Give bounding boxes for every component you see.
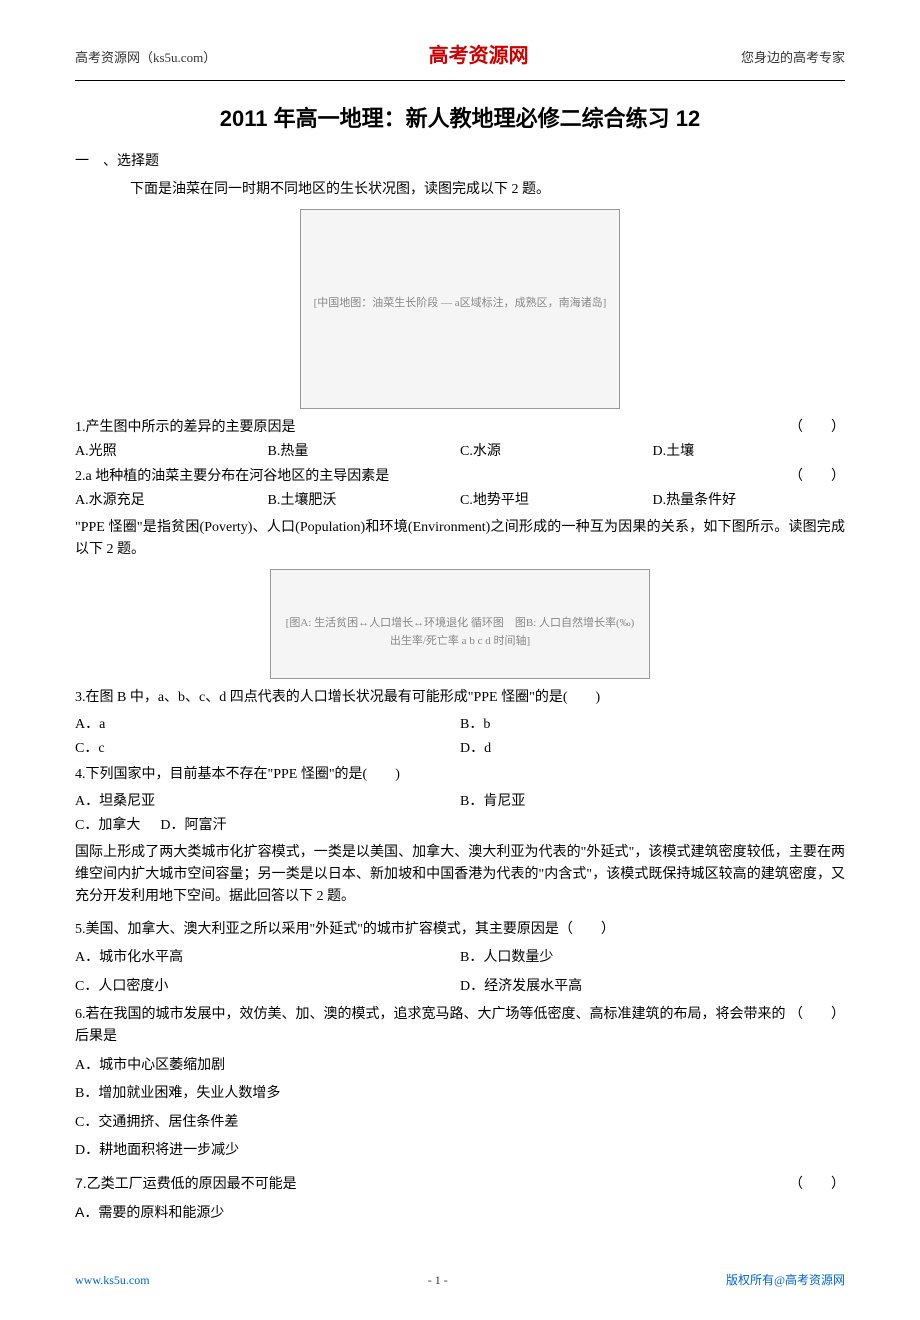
ppe-diagram-figure: [图A: 生活贫困↔人口增长↔环境退化 循环图 图B: 人口自然增长率(‰) 出… [270, 569, 650, 679]
question-3-options-row1: A．a B．b [75, 714, 845, 736]
q6-opt-b: B．增加就业困难，失业人数增多 [75, 1083, 845, 1105]
q4-opt-d: D．阿富汗 [160, 815, 845, 837]
question-2-options: A.水源充足 B.土壤肥沃 C.地势平坦 D.热量条件好 [75, 490, 845, 512]
q3-opt-d: D．d [460, 738, 845, 760]
figure-map-container: [中国地图：油菜生长阶段 — a区域标注，成熟区，南海诸岛] [75, 209, 845, 409]
question-6-blank: （ ） [789, 1004, 845, 1049]
question-5-options-row1: A．城市化水平高 B．人口数量少 [75, 947, 845, 969]
q3-opt-a: A．a [75, 714, 460, 736]
header-brand: 高考资源网 [429, 40, 529, 72]
question-5-text: 5.美国、加拿大、澳大利亚之所以采用"外延式"的城市扩容模式，其主要原因是（ ） [75, 919, 845, 941]
q2-opt-a: A.水源充足 [75, 490, 268, 512]
q5-opt-a: A．城市化水平高 [75, 947, 460, 969]
page-header: 高考资源网（ks5u.com） 高考资源网 您身边的高考专家 [75, 40, 845, 81]
q5-opt-c: C．人口密度小 [75, 976, 460, 998]
question-4-text: 4.下列国家中，目前基本不存在"PPE 怪圈"的是( ) [75, 764, 845, 786]
footer-page-number: - 1 - [428, 1271, 448, 1290]
question-4-options-row2: C．加拿大 D．阿富汗 [75, 815, 845, 837]
question-5-options-row2: C．人口密度小 D．经济发展水平高 [75, 976, 845, 998]
question-7-blank: （ ） [789, 1172, 845, 1194]
q7-opt-a: A．需要的原料和能源少 [75, 1201, 845, 1223]
question-1: 1.产生图中所示的差异的主要原因是 （ ） [75, 417, 845, 439]
question-2-text: 2.a 地种植的油菜主要分布在河谷地区的主导因素是 [75, 466, 389, 488]
q4-opt-c: C．加拿大 [75, 815, 140, 837]
header-site: 高考资源网（ks5u.com） [75, 48, 216, 69]
question-4-options-row1: A．坦桑尼亚 B．肯尼亚 [75, 791, 845, 813]
q6-opt-d: D．耕地面积将进一步减少 [75, 1140, 845, 1162]
footer-url: www.ks5u.com [75, 1271, 150, 1290]
question-3-options-row2: C．c D．d [75, 738, 845, 760]
q4-opt-a: A．坦桑尼亚 [75, 791, 460, 813]
passage-3: 国际上形成了两大类城市化扩容模式，一类是以美国、加拿大、澳大利亚为代表的"外延式… [75, 842, 845, 909]
q3-opt-b: B．b [460, 714, 845, 736]
q2-opt-c: C.地势平坦 [460, 490, 653, 512]
q4-opt-b: B．肯尼亚 [460, 791, 845, 813]
q1-opt-c: C.水源 [460, 441, 653, 463]
passage-2: "PPE 怪圈"是指贫困(Poverty)、人口(Population)和环境(… [75, 517, 845, 562]
passage-intro-1: 下面是油菜在同一时期不同地区的生长状况图，读图完成以下 2 题。 [130, 179, 845, 201]
q5-opt-d: D．经济发展水平高 [460, 976, 845, 998]
question-6-text: 6.若在我国的城市发展中，效仿美、加、澳的模式，追求宽马路、大广场等低密度、高标… [75, 1004, 789, 1049]
q1-opt-d: D.土壤 [653, 441, 846, 463]
question-7: 7.乙类工厂运费低的原因最不可能是 （ ） [75, 1172, 845, 1194]
q5-opt-b: B．人口数量少 [460, 947, 845, 969]
q2-opt-b: B.土壤肥沃 [268, 490, 461, 512]
q1-opt-a: A.光照 [75, 441, 268, 463]
q3-opt-c: C．c [75, 738, 460, 760]
question-6: 6.若在我国的城市发展中，效仿美、加、澳的模式，追求宽马路、大广场等低密度、高标… [75, 1004, 845, 1049]
china-map-figure: [中国地图：油菜生长阶段 — a区域标注，成熟区，南海诸岛] [300, 209, 620, 409]
question-2-blank: （ ） [789, 466, 845, 488]
question-1-blank: （ ） [789, 417, 845, 439]
header-slogan: 您身边的高考专家 [741, 48, 845, 69]
figure-diagram-container: [图A: 生活贫困↔人口增长↔环境退化 循环图 图B: 人口自然增长率(‰) 出… [75, 569, 845, 679]
question-3-text: 3.在图 B 中，a、b、c、d 四点代表的人口增长状况最有可能形成"PPE 怪… [75, 687, 845, 709]
question-1-options: A.光照 B.热量 C.水源 D.土壤 [75, 441, 845, 463]
q1-opt-b: B.热量 [268, 441, 461, 463]
section-heading: 一 、选择题 [75, 151, 845, 173]
q6-opt-a: A．城市中心区萎缩加剧 [75, 1055, 845, 1077]
document-title: 2011 年高一地理：新人教地理必修二综合练习 12 [75, 101, 845, 136]
question-7-text: 7.乙类工厂运费低的原因最不可能是 [75, 1172, 297, 1194]
footer-copyright: 版权所有@高考资源网 [726, 1271, 845, 1290]
question-2: 2.a 地种植的油菜主要分布在河谷地区的主导因素是 （ ） [75, 466, 845, 488]
q6-opt-c: C．交通拥挤、居住条件差 [75, 1112, 845, 1134]
question-1-text: 1.产生图中所示的差异的主要原因是 [75, 417, 296, 439]
q2-opt-d: D.热量条件好 [653, 490, 846, 512]
page-footer: www.ks5u.com - 1 - 版权所有@高考资源网 [75, 1263, 845, 1290]
